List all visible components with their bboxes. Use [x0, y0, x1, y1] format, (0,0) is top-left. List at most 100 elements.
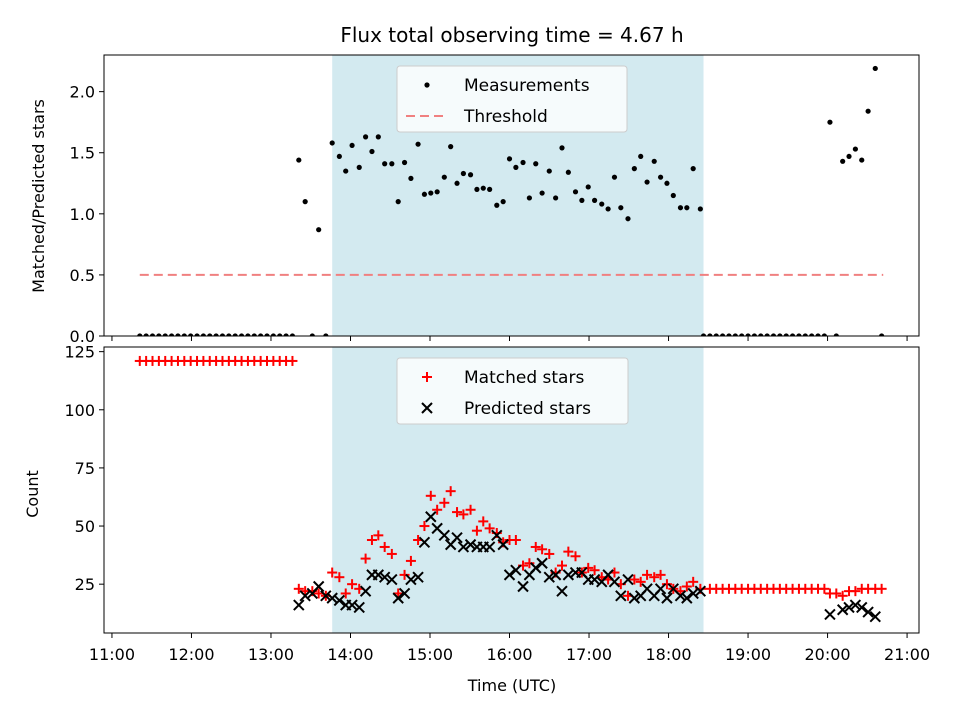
- data-point: [657, 174, 664, 180]
- x-tick-label: 19:00: [725, 645, 771, 664]
- data-point: [837, 590, 848, 601]
- data-point: [809, 333, 815, 336]
- data-point: [559, 145, 565, 151]
- data-point: [452, 507, 463, 518]
- data-point: [644, 179, 650, 185]
- data-point: [327, 567, 338, 578]
- data-point: [655, 569, 666, 580]
- data-point: [720, 333, 726, 336]
- data-point: [517, 580, 529, 593]
- series-measurements: [137, 65, 885, 336]
- data-point: [751, 333, 758, 336]
- data-point: [360, 553, 371, 564]
- data-point: [588, 573, 601, 586]
- data-point: [553, 195, 559, 201]
- x-tick-label: 17:00: [566, 645, 612, 664]
- data-point: [824, 608, 836, 621]
- data-point: [405, 555, 416, 566]
- data-point: [207, 333, 213, 336]
- data-point: [631, 166, 637, 172]
- data-point: [181, 333, 187, 336]
- data-point: [445, 486, 456, 497]
- data-point: [372, 569, 385, 581]
- data-point: [563, 546, 574, 557]
- data-point: [399, 569, 410, 580]
- data-point: [770, 333, 777, 336]
- data-point: [464, 538, 477, 551]
- data-point: [448, 144, 454, 150]
- data-point: [688, 576, 699, 587]
- data-point: [293, 599, 305, 611]
- data-point: [510, 534, 521, 545]
- data-point: [226, 333, 232, 336]
- legend: Measurements Threshold: [396, 65, 628, 133]
- x-tick-label: 13:00: [248, 645, 294, 664]
- data-point: [713, 333, 719, 336]
- data-point: [467, 172, 474, 178]
- data-point: [628, 592, 641, 604]
- y-tick-label: 125: [64, 343, 95, 362]
- data-point: [758, 333, 764, 336]
- data-point: [562, 569, 575, 581]
- y-tick-label: 0.5: [70, 266, 95, 285]
- data-point: [389, 161, 395, 167]
- data-point: [457, 541, 470, 553]
- data-point: [238, 333, 245, 336]
- y-tick-label: 2.0: [70, 83, 95, 102]
- data-point: [506, 156, 513, 162]
- data-point: [460, 170, 466, 177]
- data-point: [537, 544, 548, 555]
- data-point: [651, 158, 657, 164]
- data-point: [219, 333, 226, 336]
- data-point: [745, 333, 751, 336]
- data-point: [843, 601, 855, 614]
- data-point: [213, 333, 219, 336]
- data-point: [382, 161, 388, 167]
- data-point: [398, 587, 411, 600]
- data-point: [439, 497, 450, 508]
- data-point: [543, 571, 555, 583]
- data-point: [441, 174, 447, 180]
- data-point: [149, 333, 156, 336]
- data-point: [346, 599, 358, 611]
- data-point: [392, 592, 404, 604]
- data-point: [188, 333, 194, 336]
- legend-label: Measurements: [464, 76, 590, 96]
- data-point: [697, 206, 703, 212]
- data-point: [585, 184, 591, 190]
- data-point: [323, 333, 329, 336]
- data-point: [458, 509, 469, 520]
- data-point: [408, 175, 414, 181]
- chart-title: Flux total observing time = 4.67 h: [340, 23, 683, 47]
- data-point: [618, 205, 624, 211]
- x-tick-label: 18:00: [645, 645, 691, 664]
- data-point: [565, 169, 571, 175]
- data-point: [299, 590, 311, 602]
- y-tick-label: 100: [64, 401, 95, 420]
- data-point: [465, 504, 476, 515]
- data-point: [661, 592, 673, 604]
- data-point: [474, 186, 480, 192]
- data-point: [732, 333, 738, 336]
- data-point: [629, 574, 640, 585]
- data-point: [852, 146, 858, 152]
- data-point: [309, 333, 315, 336]
- data-point: [366, 534, 377, 545]
- data-point: [283, 333, 289, 336]
- data-point: [670, 192, 676, 199]
- y-tick-label: 75: [75, 459, 95, 478]
- data-point: [533, 161, 539, 167]
- data-point: [379, 541, 390, 552]
- y-tick-label: 0.0: [70, 327, 95, 346]
- data-point: [840, 158, 846, 164]
- legend-key: [421, 402, 433, 414]
- data-point: [245, 333, 251, 336]
- data-point: [549, 569, 562, 581]
- data-point: [168, 333, 175, 336]
- legend-key: [422, 372, 432, 382]
- data-point: [862, 606, 874, 618]
- data-point: [353, 601, 365, 614]
- data-point: [583, 562, 594, 573]
- data-point: [369, 148, 375, 155]
